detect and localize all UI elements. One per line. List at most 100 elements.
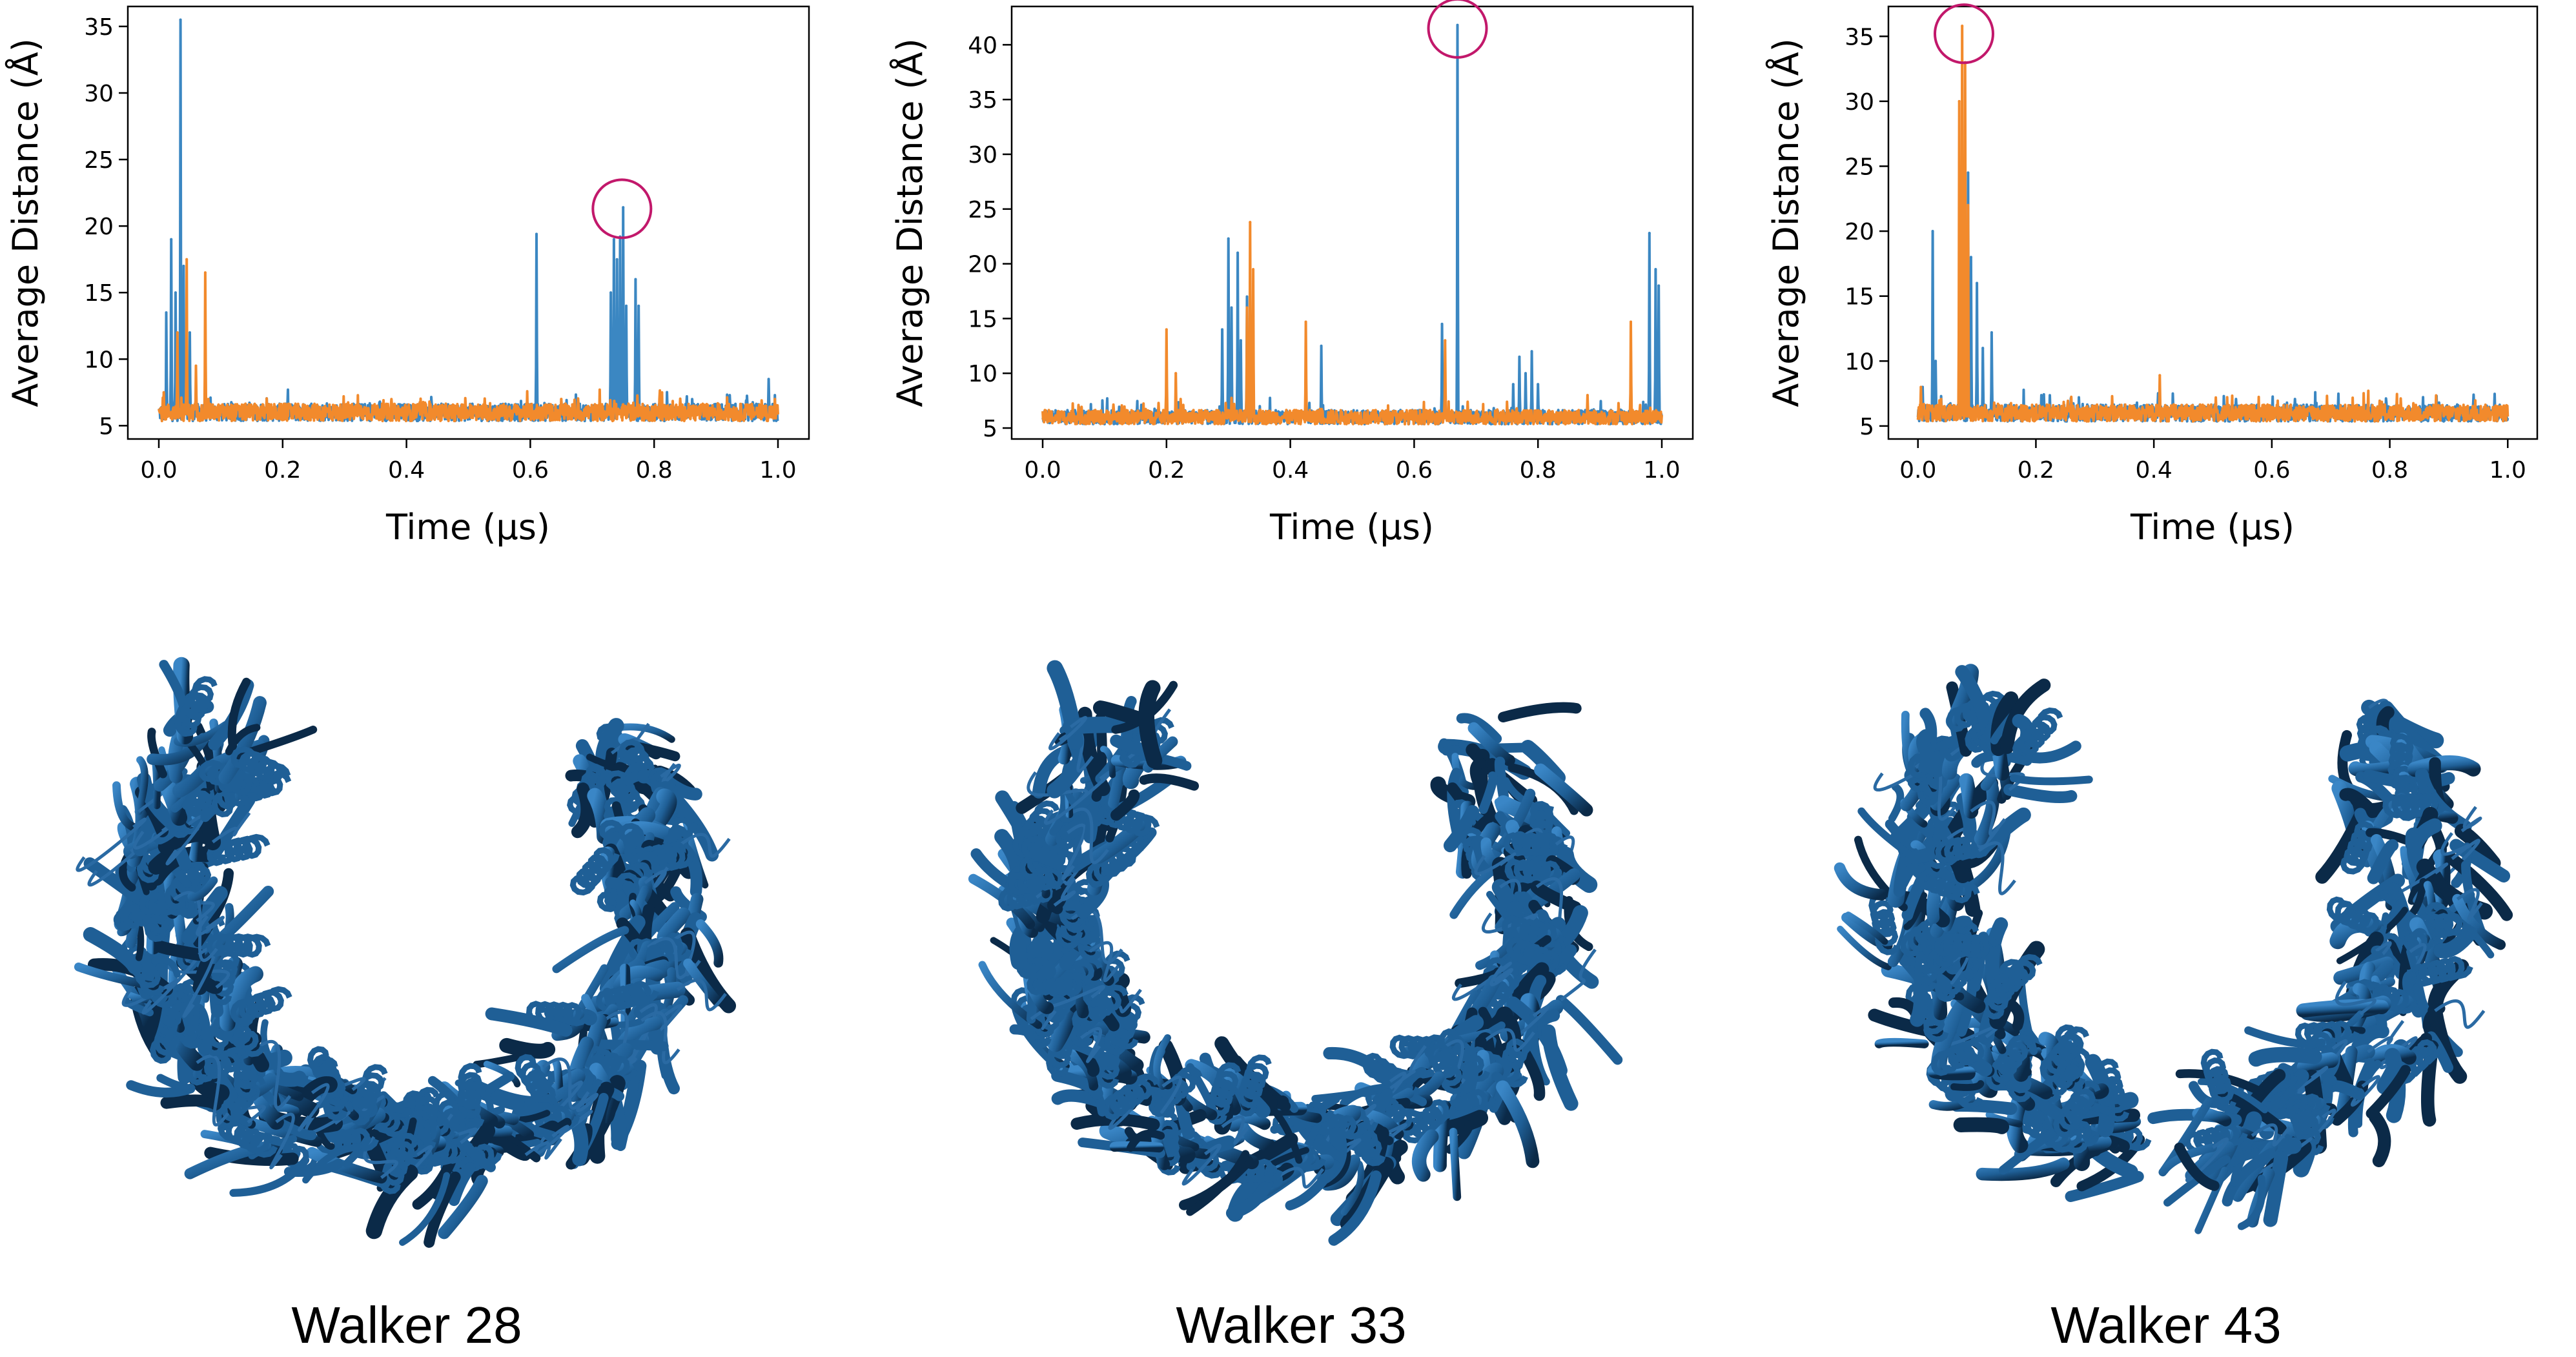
ribbon-segment xyxy=(134,756,148,815)
loop-segment xyxy=(76,817,147,872)
loop-segment xyxy=(1181,1143,1222,1186)
ribbon-segment xyxy=(1936,915,1972,950)
helix-segment xyxy=(1502,915,1566,948)
helix-segment xyxy=(1085,841,1144,888)
loop-segment xyxy=(644,866,669,888)
protein-structure-walker-28 xyxy=(74,657,737,1248)
x-tick-label: 0.0 xyxy=(140,457,177,484)
ribbon-segment xyxy=(584,1039,669,1052)
ribbon-segment xyxy=(552,926,629,974)
ribbon-segment xyxy=(1340,1160,1365,1216)
loop-segment xyxy=(1160,1076,1182,1114)
ribbon-segment xyxy=(480,1071,515,1097)
data-point-blue xyxy=(1524,372,1528,375)
y-tick-label: 20 xyxy=(968,252,997,278)
y-tick-label: 20 xyxy=(84,214,114,240)
highlight-group xyxy=(591,178,653,240)
ribbon-segment xyxy=(1959,773,1979,819)
loop-segment xyxy=(269,1112,295,1170)
ribbon-segment xyxy=(695,919,724,968)
loop-segment xyxy=(1489,964,1514,986)
y-axis-label: Average Distance (Å) xyxy=(5,38,46,407)
x-tick-label: 1.0 xyxy=(759,457,796,484)
y-tick-label: 30 xyxy=(968,142,997,168)
ribbon-segment xyxy=(151,956,181,978)
ribbon-segment xyxy=(1888,783,1905,822)
ribbon-segment xyxy=(1845,912,1888,945)
ribbon-segment xyxy=(2400,846,2437,915)
helix-segment xyxy=(1423,1034,1466,1095)
ribbon-segment xyxy=(2222,1148,2276,1207)
ribbon-segment xyxy=(1323,1046,1396,1088)
ribbon-segment xyxy=(473,1048,546,1068)
loop-segment xyxy=(196,915,225,936)
helix-segment xyxy=(1503,832,1568,857)
ribbon-segment xyxy=(1496,1080,1540,1168)
ribbon-segment xyxy=(448,1162,476,1207)
helix-segment xyxy=(2326,896,2387,938)
ribbon-segment xyxy=(1138,680,1163,769)
ribbon-segment xyxy=(1456,713,1502,744)
walker-33-caption: Walker 33 xyxy=(1176,1296,1406,1354)
chart-panel-walker-33: 0.0 0.2 0.4 0.6 0.8 1.0 5 10 15 20 25 30 35 40 Time (… xyxy=(889,0,1694,547)
data-point-blue xyxy=(1537,383,1540,386)
helix-segment xyxy=(515,1054,560,1113)
loop-segment xyxy=(2251,1123,2291,1147)
data-point-blue xyxy=(1245,295,1249,298)
ribbon-segment xyxy=(2446,852,2513,921)
data-point-orange xyxy=(2158,374,2162,377)
data-point-blue xyxy=(1990,331,1993,334)
ribbon-segment xyxy=(1874,1037,1929,1048)
axis-ticks: 0.0 0.2 0.4 0.6 0.8 1.0 5 10 15 20 25 30 35 xyxy=(84,14,796,484)
chart-panel-walker-28: 0.0 0.2 0.4 0.6 0.8 1.0 5 10 15 20 25 30 35 Time (µs… xyxy=(5,5,810,547)
data-point-blue xyxy=(1654,268,1657,271)
data-point-blue xyxy=(1230,306,1233,309)
loop-segment xyxy=(1048,716,1087,751)
data-point-blue xyxy=(170,238,173,241)
helix-segment xyxy=(1438,1028,1491,1083)
x-tick-label: 1.0 xyxy=(2489,457,2526,484)
data-series xyxy=(1041,23,1663,426)
ribbon-segment xyxy=(1529,1012,1550,1086)
data-point-orange xyxy=(176,331,179,334)
data-point-blue xyxy=(165,311,168,314)
ribbon-segment xyxy=(1285,1159,1340,1210)
ribbon-segment xyxy=(227,677,251,751)
walker-28-caption: Walker 28 xyxy=(291,1296,522,1354)
ribbon-segment xyxy=(399,1172,451,1246)
data-point-orange xyxy=(1444,339,1447,342)
helix-segment xyxy=(2286,1093,2324,1156)
y-tick-label: 15 xyxy=(1845,284,1874,311)
data-point-orange xyxy=(194,364,198,367)
helix-segment xyxy=(1101,1073,1160,1121)
y-tick-label: 30 xyxy=(84,81,114,107)
helix-segment xyxy=(2382,792,2447,819)
ribbon-segment xyxy=(2296,999,2389,1018)
helix-segment xyxy=(1987,954,2043,1005)
loop-segment xyxy=(533,1125,569,1156)
ribbon-segment xyxy=(484,1128,531,1161)
ribbon-segment xyxy=(2174,1142,2220,1191)
ribbon-segment xyxy=(1478,771,1498,814)
ribbon-segment xyxy=(1467,722,1515,766)
highlight-group xyxy=(1933,3,1994,65)
helix-segment xyxy=(139,891,204,917)
x-tick-label: 0.0 xyxy=(1899,457,1936,484)
ribbon-segment xyxy=(156,1074,190,1092)
data-point-blue xyxy=(637,304,640,307)
y-tick-label: 10 xyxy=(1845,349,1874,375)
helix-segment xyxy=(2039,1026,2090,1082)
loop-segment xyxy=(172,891,218,962)
loop-segment xyxy=(2456,888,2483,921)
ribbon-segment xyxy=(1051,1069,1103,1100)
loop-segment xyxy=(1978,841,2016,895)
helix-segment xyxy=(348,1064,388,1126)
data-point-blue xyxy=(625,304,628,307)
loop-segment xyxy=(298,1083,330,1132)
ribbon-segment xyxy=(2326,1080,2366,1101)
x-tick-label: 0.0 xyxy=(1024,457,1061,484)
series-line-orange xyxy=(1916,25,2510,423)
loop-segment xyxy=(1970,801,2007,836)
data-point-blue xyxy=(1320,344,1323,347)
